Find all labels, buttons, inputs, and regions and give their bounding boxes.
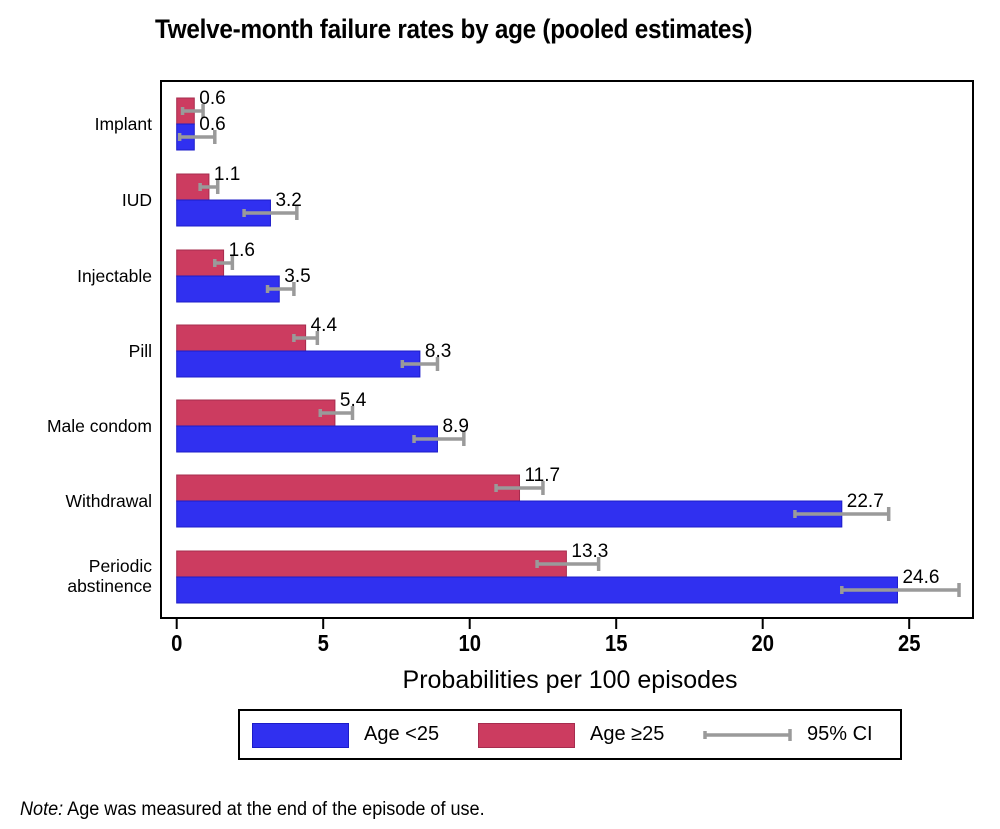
x-tick-label: 20 — [751, 630, 774, 657]
category-label: Pill — [129, 341, 152, 361]
bar-value-label: 8.9 — [442, 416, 468, 437]
ci-line-icon — [703, 728, 792, 741]
x-tick-label: 0 — [171, 630, 182, 657]
bar-value-label: 24.6 — [902, 567, 939, 588]
category-label: Withdrawal — [65, 491, 152, 511]
bar-withdrawal-s0 — [176, 500, 843, 528]
bar-value-label: 22.7 — [847, 491, 884, 512]
legend-ci-sample — [702, 711, 794, 758]
note: Note: Age was measured at the end of the… — [20, 799, 485, 821]
x-tick-label: 10 — [458, 630, 481, 657]
legend-label-ci: 95% CI — [807, 723, 873, 745]
bar-value-label: 13.3 — [571, 541, 608, 562]
bar-value-label: 4.4 — [311, 315, 338, 336]
bar-periodic-abstinence-s0 — [176, 576, 898, 604]
category-label: Periodic — [89, 556, 152, 576]
bar-pill-s0 — [176, 350, 421, 378]
legend-swatch-age-ge25 — [478, 723, 575, 748]
bar-value-label: 5.4 — [340, 390, 367, 411]
legend: Age <25 Age ≥25 95% CI — [238, 709, 902, 760]
note-text: Age was measured at the end of the episo… — [63, 799, 485, 820]
category-label: Implant — [95, 114, 153, 134]
note-label: Note: — [20, 799, 64, 820]
bar-value-label: 11.7 — [525, 465, 561, 486]
category-label: Male condom — [47, 416, 152, 436]
bar-value-label: 3.5 — [284, 266, 310, 287]
bar-pill-s1 — [176, 324, 307, 352]
bar-value-label: 3.2 — [275, 190, 301, 211]
bar-value-label: 0.6 — [199, 88, 225, 109]
legend-label-age-ge25: Age ≥25 — [590, 723, 665, 745]
legend-swatch-age-lt25 — [252, 723, 349, 748]
bar-male-condom-s1 — [176, 399, 336, 427]
bar-value-label: 1.6 — [229, 240, 255, 261]
category-label: abstinence — [67, 576, 152, 596]
chart-title: Twelve-month failure rates by age (poole… — [155, 14, 753, 44]
x-tick-label: 15 — [605, 630, 628, 657]
bar-periodic-abstinence-s1 — [176, 550, 567, 578]
x-tick-label: 25 — [898, 630, 921, 657]
x-axis-title: Probabilities per 100 episodes — [403, 666, 738, 694]
bar-value-label: 0.6 — [199, 114, 225, 135]
bar-withdrawal-s1 — [176, 474, 521, 502]
bar-male-condom-s0 — [176, 425, 438, 453]
legend-label-age-lt25: Age <25 — [364, 723, 440, 745]
bar-chart: 0 5 10 15 20 25 Implant IUD Injectable Pill Male c… — [47, 80, 974, 694]
bar-value-label: 8.3 — [425, 341, 451, 362]
bar-injectable-s0 — [176, 275, 280, 303]
category-label: Injectable — [77, 266, 152, 286]
category-label: IUD — [122, 190, 152, 210]
bar-value-label: 1.1 — [214, 164, 240, 185]
x-tick-label: 5 — [318, 630, 329, 657]
plot-frame — [160, 80, 974, 619]
